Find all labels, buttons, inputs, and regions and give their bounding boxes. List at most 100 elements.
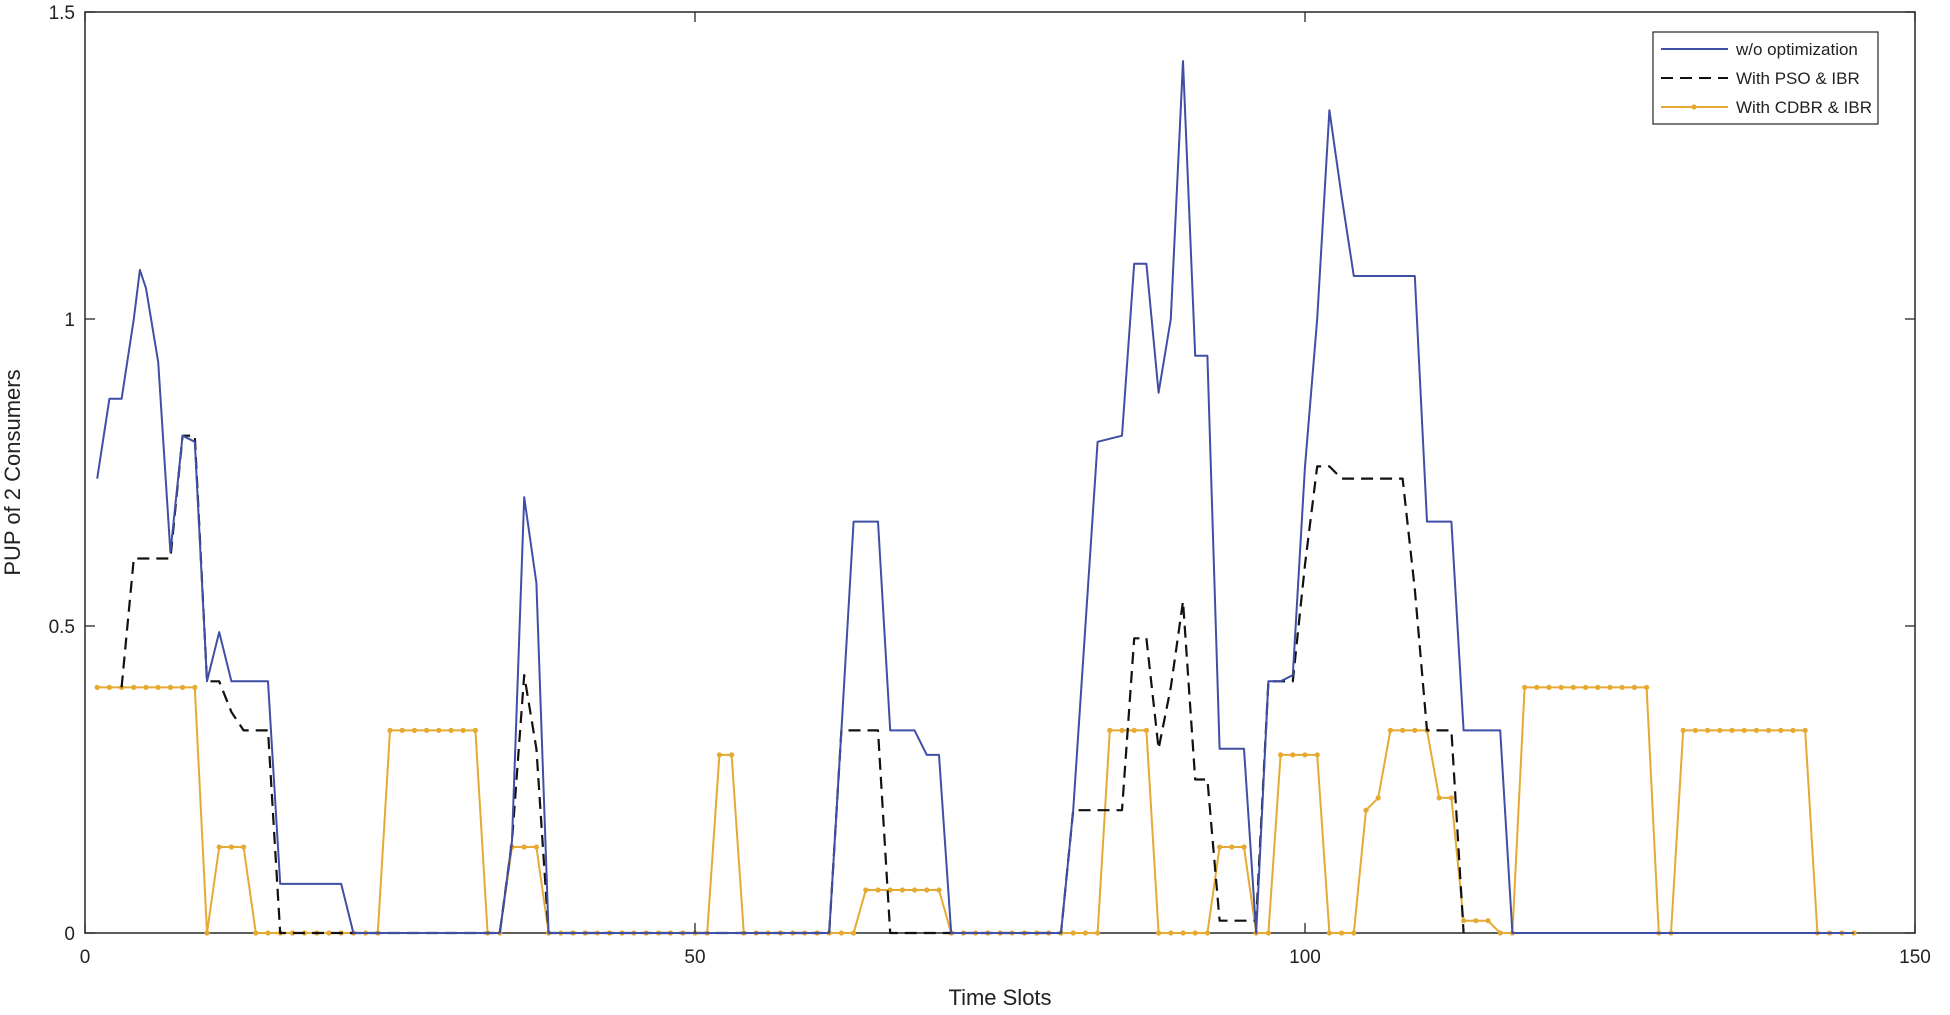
data-point bbox=[1387, 727, 1393, 734]
data-point bbox=[1436, 795, 1442, 801]
data-point bbox=[1705, 727, 1711, 734]
data-point bbox=[521, 844, 527, 850]
data-point bbox=[838, 930, 845, 936]
data-point bbox=[460, 727, 466, 734]
y-axis-label: PUP of 2 Consumers bbox=[0, 369, 25, 575]
data-point bbox=[1607, 684, 1613, 691]
data-point bbox=[729, 752, 735, 758]
legend-label: w/o optimization bbox=[1735, 40, 1858, 59]
data-point bbox=[1156, 930, 1162, 936]
data-point bbox=[1717, 727, 1723, 734]
data-point bbox=[1400, 727, 1406, 734]
data-point bbox=[1204, 930, 1210, 936]
data-point bbox=[1448, 795, 1454, 801]
x-tick-label: 0 bbox=[80, 947, 91, 968]
data-point bbox=[326, 930, 332, 936]
data-point bbox=[1497, 930, 1503, 936]
data-point bbox=[924, 887, 930, 893]
data-point bbox=[1070, 930, 1076, 936]
data-point bbox=[143, 684, 149, 691]
data-point bbox=[1375, 795, 1381, 801]
data-point bbox=[241, 844, 247, 850]
data-point bbox=[1265, 930, 1271, 936]
data-point bbox=[1583, 684, 1589, 691]
data-point bbox=[1217, 844, 1223, 850]
data-point bbox=[1522, 684, 1528, 691]
data-point bbox=[1241, 844, 1247, 850]
data-point bbox=[1131, 727, 1137, 734]
data-point bbox=[448, 727, 454, 734]
data-point bbox=[94, 684, 100, 691]
y-tick-label: 1.5 bbox=[49, 3, 75, 24]
data-point bbox=[851, 930, 857, 936]
data-point bbox=[1119, 727, 1125, 734]
y-tick-labels: 0 0.5 1 1.5 bbox=[49, 3, 75, 945]
data-point bbox=[1339, 930, 1345, 936]
data-point bbox=[1192, 930, 1198, 936]
data-point bbox=[1619, 684, 1625, 691]
data-point bbox=[1326, 930, 1332, 936]
data-point bbox=[533, 844, 540, 850]
legend-marker bbox=[1691, 104, 1697, 110]
data-point bbox=[912, 887, 918, 893]
series-2 bbox=[94, 684, 1857, 936]
axis-ticks bbox=[84, 11, 1916, 934]
data-point bbox=[1095, 930, 1101, 936]
series-0 bbox=[96, 60, 1854, 934]
series-line bbox=[120, 434, 1465, 935]
data-point bbox=[289, 930, 295, 936]
data-point bbox=[1363, 807, 1369, 813]
legend-label: With PSO & IBR bbox=[1736, 69, 1860, 88]
data-point bbox=[216, 844, 222, 850]
data-point bbox=[424, 727, 430, 734]
y-tick-label: 0.5 bbox=[49, 617, 75, 638]
data-point bbox=[399, 727, 405, 734]
data-point bbox=[1644, 684, 1650, 691]
data-point bbox=[1314, 752, 1320, 758]
x-tick-labels: 0 50 100 150 bbox=[80, 947, 1931, 968]
x-tick-label: 100 bbox=[1289, 947, 1321, 968]
y-tick-label: 0 bbox=[64, 924, 75, 945]
data-point bbox=[436, 727, 442, 734]
data-point bbox=[1082, 930, 1088, 936]
data-point bbox=[1595, 684, 1601, 691]
data-point bbox=[899, 887, 906, 893]
data-point bbox=[1741, 727, 1747, 734]
x-tick-label: 50 bbox=[684, 947, 705, 968]
data-point bbox=[1278, 752, 1284, 758]
data-point bbox=[1180, 930, 1186, 936]
series-layer bbox=[94, 60, 1857, 936]
y-tick-label: 1 bbox=[64, 310, 75, 331]
series-line bbox=[96, 60, 1854, 934]
data-point bbox=[253, 930, 259, 936]
data-point bbox=[716, 752, 723, 758]
plot-frame bbox=[84, 11, 1916, 934]
data-point bbox=[472, 727, 478, 734]
data-point bbox=[204, 930, 210, 936]
data-point bbox=[1534, 684, 1540, 691]
legend: w/o optimization With PSO & IBR With CDBR … bbox=[1652, 31, 1879, 125]
data-point bbox=[228, 844, 234, 850]
data-point bbox=[875, 887, 881, 893]
data-point bbox=[1802, 727, 1808, 734]
data-point bbox=[411, 727, 417, 734]
data-point bbox=[1412, 727, 1418, 734]
data-point bbox=[192, 684, 198, 691]
data-point bbox=[1143, 727, 1149, 734]
data-point bbox=[1692, 727, 1698, 734]
data-point bbox=[887, 887, 893, 893]
data-point bbox=[1302, 752, 1308, 758]
data-point bbox=[387, 727, 393, 734]
data-point bbox=[1485, 918, 1491, 924]
data-point bbox=[1473, 918, 1479, 924]
x-tick-label: 150 bbox=[1899, 947, 1931, 968]
data-point bbox=[1680, 727, 1686, 734]
data-point bbox=[1570, 684, 1576, 691]
plot-area bbox=[84, 11, 1916, 936]
data-point bbox=[1229, 844, 1235, 850]
data-point bbox=[936, 887, 942, 893]
data-point bbox=[106, 684, 112, 691]
data-point bbox=[1778, 727, 1784, 734]
data-point bbox=[167, 684, 173, 691]
